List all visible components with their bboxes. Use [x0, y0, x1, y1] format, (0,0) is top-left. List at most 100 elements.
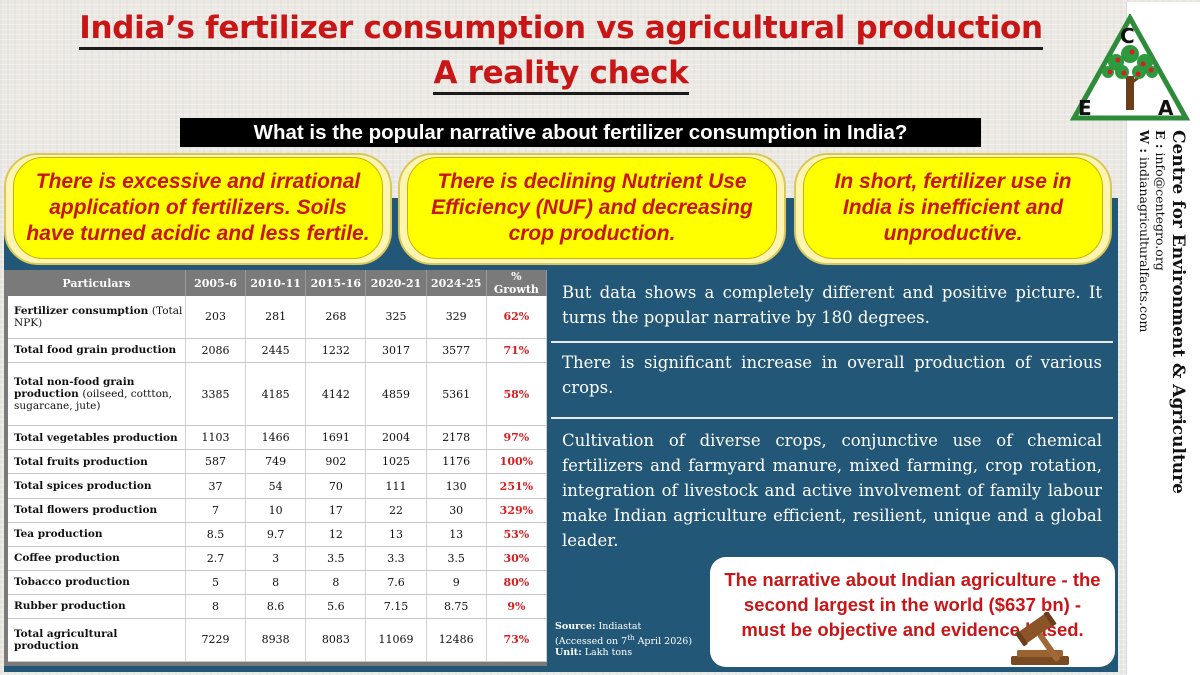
row-label-text: Total spices production	[14, 480, 152, 493]
table-cell: 13	[426, 522, 487, 547]
table-cell: 3385	[185, 362, 247, 427]
row-label-text: Total flowers production	[14, 504, 158, 517]
table-row: Fertilizer consumption (Total NPK) 203 281…	[8, 296, 548, 339]
row-label-text: Coffee production	[14, 552, 120, 565]
table-cell: 17	[305, 498, 367, 523]
table-cell: 4859	[365, 362, 427, 427]
row-label: Fertilizer consumption (Total NPK)	[8, 296, 186, 339]
source-note: Source: Indiastat (Accessed on 7th April…	[555, 621, 692, 659]
table-cell: 8.6	[245, 594, 307, 619]
gavel-icon	[1011, 612, 1069, 665]
table-cell: 70	[305, 473, 367, 499]
table-cell: 268	[305, 296, 367, 339]
table-row: Tobacco production 5 8 8 7.6 9 80%	[8, 570, 548, 595]
table-cell: 3017	[365, 338, 427, 363]
table-row: Total spices production 37 54 70 111 130 251%	[8, 473, 548, 499]
table-header: 2010-11	[245, 270, 307, 296]
table-cell: 13	[365, 522, 427, 547]
table-cell: 7.15	[365, 594, 427, 619]
table-header: 2015-16	[305, 270, 367, 296]
table-cell: 203	[185, 296, 247, 339]
info-text-3: Cultivation of diverse crops, conjunctiv…	[551, 428, 1113, 553]
info-text-2: There is significant increase in overall…	[551, 350, 1113, 400]
org-name: Centre for Environment & Agriculture	[1168, 130, 1188, 494]
divider	[551, 341, 1113, 343]
table-cell: 54	[245, 473, 307, 499]
org-email: E : info@centegro.org	[1153, 130, 1168, 271]
table-cell: 1232	[305, 338, 367, 363]
table-cell: 1466	[245, 425, 307, 451]
data-table-frame: Particulars 2005-6 2010-11 2015-16 2020-…	[4, 270, 548, 666]
row-label: Total spices production	[8, 473, 186, 499]
table-cell: 2004	[365, 425, 427, 451]
row-label: Total vegetables production	[8, 425, 186, 451]
table-cell: 12	[305, 522, 367, 547]
row-label: Total fruits production	[8, 449, 186, 475]
table-cell: 5361	[426, 362, 487, 427]
table-cell: 8	[185, 594, 247, 619]
row-label: Rubber production	[8, 594, 186, 619]
table-cell: 281	[245, 296, 307, 339]
unit-value: Lakh tons	[584, 647, 633, 659]
table-row: Total food grain production 2086 2445 1232 3…	[8, 338, 548, 363]
table-cell: 8083	[305, 618, 367, 663]
growth-cell: 329%	[486, 498, 548, 523]
table-cell: 11069	[365, 618, 427, 663]
table-cell: 1176	[426, 449, 487, 475]
unit-label: Unit:	[555, 647, 582, 659]
row-label-text: Total agricultural production	[14, 627, 118, 652]
table-cell: 3.5	[426, 546, 487, 571]
table-header: 2005-6	[185, 270, 247, 296]
title-line-1: India’s fertilizer consumption vs agricu…	[0, 10, 1122, 50]
divider	[551, 417, 1113, 419]
table-row: Total fruits production 587 749 902 1025 1176…	[8, 449, 548, 475]
row-label: Total food grain production	[8, 338, 186, 363]
table-cell: 8	[245, 570, 307, 595]
info-text-1: But data shows a completely different an…	[551, 280, 1113, 330]
growth-cell: 97%	[486, 425, 548, 451]
table-cell: 749	[245, 449, 307, 475]
table-cell: 2445	[245, 338, 307, 363]
table-cell: 1691	[305, 425, 367, 451]
table-row: Total vegetables production 1103 1466 1691 2…	[8, 425, 548, 451]
row-label: Total agricultural production	[8, 618, 186, 663]
table-cell: 1103	[185, 425, 247, 451]
table-cell: 3577	[426, 338, 487, 363]
row-label-text: Total food grain production	[14, 344, 177, 357]
table-row: Total non-food grain production (oilseed…	[8, 362, 548, 427]
growth-cell: 62%	[486, 296, 548, 339]
table-cell: 130	[426, 473, 487, 499]
row-label: Total flowers production	[8, 498, 186, 523]
table-cell: 587	[185, 449, 247, 475]
table-cell: 8	[305, 570, 367, 595]
table-row: Tea production 8.5 9.7 12 13 13 53%	[8, 522, 548, 547]
table-header: 2020-21	[365, 270, 427, 296]
row-label: Tobacco production	[8, 570, 186, 595]
org-web: W : indianagriculturalfacts.com	[1137, 130, 1152, 333]
table-header-row: Particulars 2005-6 2010-11 2015-16 2020-…	[8, 270, 548, 296]
narrative-bubble-3: In short, fertilizer use in India is ine…	[803, 157, 1103, 259]
growth-cell: 53%	[486, 522, 548, 547]
table-cell: 2178	[426, 425, 487, 451]
tree-logo-icon	[1069, 14, 1191, 121]
table-header: % Growth	[486, 270, 548, 296]
source-accessed-post: April 2026)	[634, 635, 693, 647]
narrative-bubble-2: There is declining Nutrient Use Efficien…	[407, 157, 777, 259]
production-table: Particulars 2005-6 2010-11 2015-16 2020-…	[8, 270, 548, 663]
row-label-sub: (Total NPK)	[14, 304, 183, 329]
table-cell: 329	[426, 296, 487, 339]
table-cell: 22	[365, 498, 427, 523]
row-label: Coffee production	[8, 546, 186, 571]
row-label-text: Tobacco production	[14, 576, 130, 589]
table-cell: 2086	[185, 338, 247, 363]
table-cell: 3	[245, 546, 307, 571]
growth-cell: 58%	[486, 362, 548, 427]
narrative-bubble-1: There is excessive and irrational applic…	[13, 157, 383, 259]
table-cell: 3.5	[305, 546, 367, 571]
source-label: Source:	[555, 621, 596, 632]
table-cell: 4142	[305, 362, 367, 427]
table-cell: 2.7	[185, 546, 247, 571]
source-accessed-sup: th	[627, 633, 635, 642]
row-label: Total non-food grain production (oilseed…	[8, 362, 186, 427]
title-line-2: A reality check	[0, 55, 1122, 95]
